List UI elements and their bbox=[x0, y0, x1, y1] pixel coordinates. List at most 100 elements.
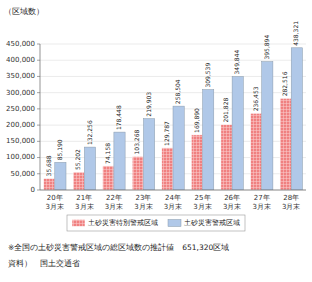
y-tick-label: 0 bbox=[31, 186, 35, 194]
x-tick-label-line: 3月末 bbox=[282, 203, 300, 211]
grid-line bbox=[40, 190, 306, 191]
x-tick-label: 27年3月末 bbox=[252, 194, 270, 211]
data-label: 258,504 bbox=[174, 79, 181, 104]
bar bbox=[55, 162, 66, 190]
data-label: 85,190 bbox=[56, 139, 63, 160]
legend-swatch bbox=[72, 220, 85, 227]
y-tick-label: 450,000 bbox=[6, 40, 35, 48]
data-label: 178,448 bbox=[115, 105, 122, 130]
y-tick bbox=[37, 44, 40, 45]
footnote: ※全国の土砂災害警戒区域の総区域数の推計値 651,320区域 bbox=[8, 243, 229, 252]
x-tick-label: 25年3月末 bbox=[193, 194, 211, 211]
y-tick bbox=[37, 141, 40, 142]
x-tick-label: 24年3月末 bbox=[164, 194, 182, 211]
bar bbox=[232, 76, 243, 190]
legend-label: 土砂災害特別警戒区域 bbox=[88, 219, 158, 227]
x-tick-label-line: 25年 bbox=[195, 194, 211, 202]
bar bbox=[173, 106, 184, 190]
annotations: ※全国の土砂災害警戒区域の総区域数の推計値 651,320区域資料） 国土交通省 bbox=[8, 243, 229, 268]
bar bbox=[280, 98, 291, 190]
y-tick-label: 100,000 bbox=[6, 153, 35, 161]
x-tick-label: 28年3月末 bbox=[282, 194, 300, 211]
x-tick-label-line: 20年 bbox=[47, 194, 63, 202]
data-label: 169,890 bbox=[193, 108, 200, 133]
legend-swatch bbox=[168, 220, 181, 227]
bar bbox=[114, 132, 125, 190]
data-label: 129,787 bbox=[163, 121, 170, 146]
x-tick-label-line: 21年 bbox=[76, 194, 92, 202]
legend-frame bbox=[67, 215, 245, 231]
x-tick-label: 26年3月末 bbox=[223, 194, 241, 211]
y-axis-line bbox=[40, 44, 41, 190]
data-label: 103,268 bbox=[133, 130, 140, 155]
y-tick-label: 400,000 bbox=[6, 56, 35, 64]
footnote: 資料） 国土交通省 bbox=[8, 259, 80, 268]
bar bbox=[44, 178, 55, 190]
y-tick bbox=[37, 173, 40, 174]
y-tick bbox=[37, 125, 40, 126]
x-tick-label: 20年3月末 bbox=[46, 194, 64, 211]
bar bbox=[203, 90, 214, 190]
y-tick-label: 250,000 bbox=[6, 105, 35, 113]
x-tick-label-line: 3月末 bbox=[134, 203, 152, 211]
bar bbox=[84, 147, 95, 190]
y-tick bbox=[37, 76, 40, 77]
data-label: 74,158 bbox=[104, 143, 111, 164]
x-tick-label-line: 27年 bbox=[254, 194, 270, 202]
x-tick-label-line: 24年 bbox=[165, 194, 181, 202]
bar bbox=[103, 166, 114, 190]
y-axis-label: （区域数） bbox=[4, 7, 44, 16]
x-tick-label-line: 22年 bbox=[106, 194, 122, 202]
legend-label: 土砂災害警戒区域 bbox=[184, 219, 240, 227]
legend: 土砂災害特別警戒区域 土砂災害警戒区域 bbox=[67, 215, 245, 231]
bar bbox=[162, 148, 173, 190]
y-tick bbox=[37, 157, 40, 158]
y-tick-label: 350,000 bbox=[6, 72, 35, 80]
data-label: 236,453 bbox=[252, 86, 259, 111]
data-labels: 35,688 55,202 74,158 103,268 129,787 169,890 2… bbox=[45, 21, 300, 177]
y-tick-label: 300,000 bbox=[6, 89, 35, 97]
bar bbox=[221, 125, 232, 190]
chart: 0 50,000 100,000 150,000 200,000 250,000 300,0… bbox=[0, 0, 312, 282]
data-label: 201,828 bbox=[222, 98, 229, 123]
bar bbox=[143, 119, 154, 190]
x-tick-label-line: 3月末 bbox=[252, 203, 270, 211]
data-label: 132,256 bbox=[86, 120, 93, 145]
x-tick-labels: 20年3月末21年3月末22年3月末23年3月末24年3月末25年3月末26年3… bbox=[46, 194, 301, 211]
data-label: 438,321 bbox=[292, 21, 299, 46]
bar bbox=[191, 135, 202, 190]
data-label: 35,688 bbox=[45, 155, 52, 176]
x-tick-label: 23年3月末 bbox=[134, 194, 152, 211]
bar bbox=[73, 172, 84, 190]
x-tick-label-line: 26年 bbox=[224, 194, 240, 202]
x-tick-label: 21年3月末 bbox=[75, 194, 93, 211]
data-label: 282,516 bbox=[281, 71, 288, 96]
data-label: 219,903 bbox=[145, 92, 152, 117]
x-tick-label-line: 23年 bbox=[135, 194, 151, 202]
bar bbox=[132, 156, 143, 190]
x-tick-label: 22年3月末 bbox=[105, 194, 123, 211]
x-axis-line bbox=[40, 190, 306, 191]
bar bbox=[291, 48, 302, 190]
bar bbox=[262, 62, 273, 190]
x-tick-label-line: 3月末 bbox=[223, 203, 241, 211]
y-tick bbox=[37, 92, 40, 93]
x-tick-label-line: 3月末 bbox=[105, 203, 123, 211]
y-ticks: 0 50,000 100,000 150,000 200,000 250,000 300,0… bbox=[6, 40, 40, 194]
data-label: 349,844 bbox=[233, 50, 240, 75]
x-tick-label-line: 28年 bbox=[283, 194, 299, 202]
y-tick bbox=[37, 190, 40, 191]
x-tick-label-line: 3月末 bbox=[46, 203, 64, 211]
grid bbox=[40, 44, 306, 190]
y-tick-label: 150,000 bbox=[6, 137, 35, 145]
y-tick-label: 200,000 bbox=[6, 121, 35, 129]
bars bbox=[44, 48, 303, 190]
y-tick-label: 50,000 bbox=[11, 170, 36, 178]
y-tick bbox=[37, 60, 40, 61]
data-label: 395,894 bbox=[263, 35, 270, 60]
x-tick-label-line: 3月末 bbox=[193, 203, 211, 211]
data-label: 309,539 bbox=[204, 63, 211, 88]
data-label: 55,202 bbox=[74, 149, 81, 170]
bar bbox=[250, 113, 261, 190]
x-tick-label-line: 3月末 bbox=[164, 203, 182, 211]
